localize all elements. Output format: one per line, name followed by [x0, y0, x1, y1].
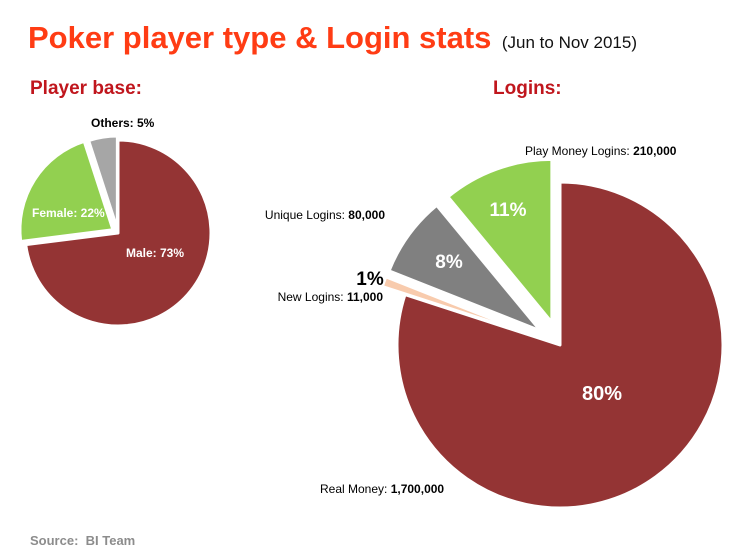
player-base-pie: Male: 73% Female: 22% Others: 5%: [18, 116, 213, 328]
female-label: Female: 22%: [32, 206, 105, 220]
pie-slice-unique-logins: [387, 203, 543, 333]
pie-slice-male: [24, 138, 213, 328]
logins-heading: Logins:: [493, 78, 562, 99]
pie-slice-others: [87, 134, 119, 231]
title-date-range: (Jun to Nov 2015): [501, 33, 638, 52]
category-label-real-money: Real Money: 1,700,000: [320, 482, 444, 496]
logins-pie: 80% 8% 11% 1% Play Money Logins: 210,000 Uniq…: [265, 144, 725, 510]
pct-label-new-logins: 1%: [356, 269, 384, 290]
pct-label-unique-logins: 8%: [435, 252, 463, 273]
category-label-new-logins: New Logins: 11,000: [278, 290, 384, 304]
pie-slice-new-logins: [380, 275, 539, 339]
page-title: Poker player type & Login stats (Jun to …: [28, 20, 637, 56]
pie-slice-play-money-logins: [446, 157, 554, 324]
title-text: Poker player type & Login stats: [28, 20, 492, 55]
others-label: Others: 5%: [91, 116, 155, 130]
player-base-heading: Player base:: [30, 78, 142, 99]
source-note: Source: BI Team: [30, 533, 136, 548]
pie-slice-real-money: [395, 180, 725, 510]
pct-label-real-money: 80%: [582, 383, 622, 405]
category-label-play-money-logins: Play Money Logins: 210,000: [525, 144, 677, 158]
category-label-unique-logins: Unique Logins: 80,000: [265, 208, 385, 222]
male-label: Male: 73%: [126, 246, 184, 260]
pie-slice-female: [18, 139, 115, 243]
pct-label-play-money-logins: 11%: [490, 200, 527, 221]
